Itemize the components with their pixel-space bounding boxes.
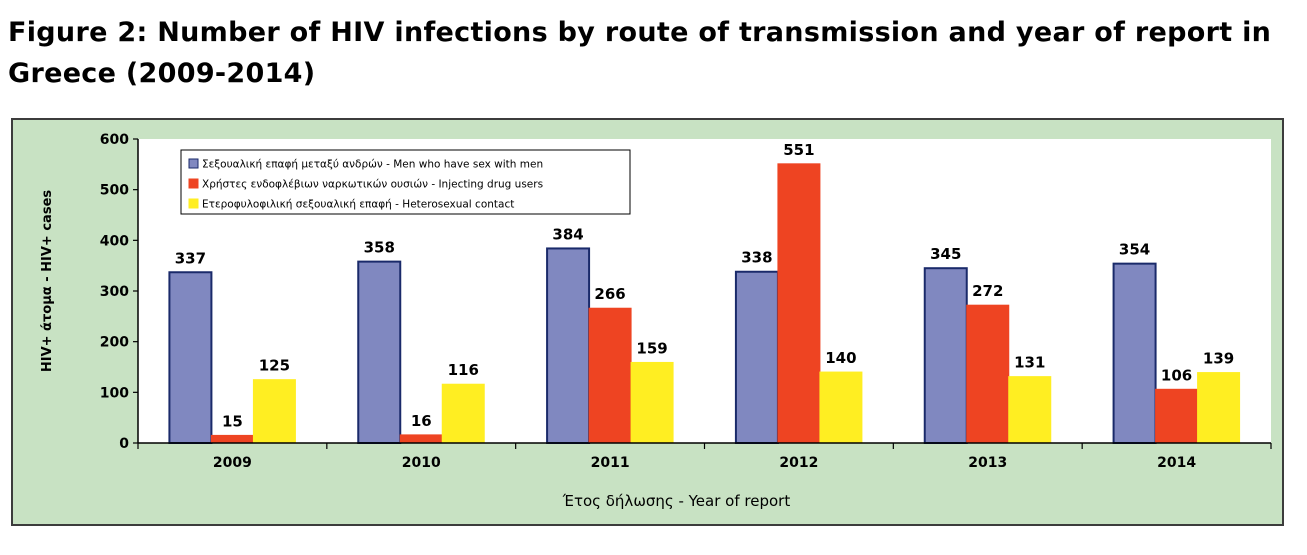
figure-title: Figure 2: Number of HIV infections by ro… — [8, 17, 1272, 89]
data-label: 272 — [972, 282, 1003, 300]
y-tick-label: 100 — [100, 385, 129, 401]
bar-hetero — [630, 361, 674, 444]
bar-idu — [588, 307, 632, 444]
data-label: 358 — [364, 239, 395, 257]
bar-msm — [357, 260, 402, 444]
bar-idu — [1155, 388, 1199, 444]
data-label: 16 — [411, 412, 432, 430]
data-label: 337 — [175, 249, 206, 267]
x-tick-label: 2010 — [402, 455, 441, 471]
legend-box — [180, 149, 631, 215]
legend-label: Σεξουαλική επαφή μεταξύ ανδρών - Men who… — [202, 159, 543, 171]
y-tick-label: 300 — [100, 284, 129, 300]
y-axis-title: HIV+ άτομα - HIV+ cases — [40, 190, 55, 373]
x-tick-label: 2014 — [1157, 455, 1196, 471]
data-label: 345 — [930, 245, 961, 263]
data-label: 125 — [259, 357, 290, 375]
data-label: 140 — [825, 349, 856, 367]
bar-idu — [399, 434, 443, 444]
axes-layer: 0 100 200 300 400 500 600 2009 2010 2011 2012 2013 2… — [100, 132, 1272, 471]
bar-idu — [210, 434, 254, 444]
bar-msm — [734, 270, 779, 444]
bar-hetero — [819, 371, 863, 444]
y-tick-label: 200 — [100, 335, 129, 351]
legend-label: Χρήστες ενδοφλέβιων ναρκωτικών ουσιών - … — [202, 179, 543, 191]
y-tick-label: 0 — [119, 436, 129, 452]
data-label: 354 — [1119, 241, 1150, 259]
data-label: 15 — [222, 412, 243, 430]
legend-swatch — [188, 198, 199, 209]
data-label: 384 — [552, 225, 583, 243]
chart-panel: 0 100 200 300 400 500 600 2009 2010 2011 2012 2013 2… — [11, 118, 1284, 526]
data-label: 159 — [636, 339, 667, 357]
bar-chart: 0 100 200 300 400 500 600 2009 2010 2011 2012 2013 2… — [40, 132, 1272, 510]
x-tick-label: 2011 — [591, 455, 630, 471]
data-label: 139 — [1203, 350, 1234, 368]
data-label: 106 — [1161, 366, 1192, 384]
bar-hetero — [441, 383, 485, 444]
data-label: 266 — [594, 285, 625, 303]
y-tick-label: 500 — [100, 183, 129, 199]
x-tick-label: 2012 — [779, 455, 818, 471]
bar-msm — [168, 271, 213, 444]
data-label: 131 — [1014, 354, 1045, 372]
legend-swatch — [188, 178, 199, 189]
x-tick-label: 2013 — [968, 455, 1007, 471]
labels-layer: 337 15 125 358 16 116 384 266 159 338 551 140 345 272… — [175, 141, 1234, 431]
legend-swatch — [188, 158, 199, 169]
data-label: 551 — [783, 141, 814, 159]
data-label: 338 — [741, 249, 772, 267]
bars-layer — [168, 163, 1241, 444]
bar-idu — [966, 304, 1010, 444]
legend: Σεξουαλική επαφή μεταξύ ανδρών - Men who… — [180, 149, 631, 215]
x-tick-label: 2009 — [213, 455, 252, 471]
x-axis-title: Έτος δήλωσης - Year of report — [562, 492, 791, 510]
bar-msm — [546, 247, 591, 444]
bar-msm — [923, 267, 968, 444]
bar-idu — [777, 163, 821, 444]
data-label: 116 — [448, 361, 479, 379]
y-tick-label: 400 — [100, 233, 129, 249]
bar-hetero — [252, 379, 296, 444]
legend-label: Ετεροφυλοφιλική σεξουαλική επαφή - Heter… — [202, 199, 514, 211]
y-tick-label: 600 — [100, 132, 129, 148]
bar-msm — [1112, 262, 1157, 444]
bar-hetero — [1008, 376, 1052, 444]
bar-hetero — [1197, 372, 1241, 444]
